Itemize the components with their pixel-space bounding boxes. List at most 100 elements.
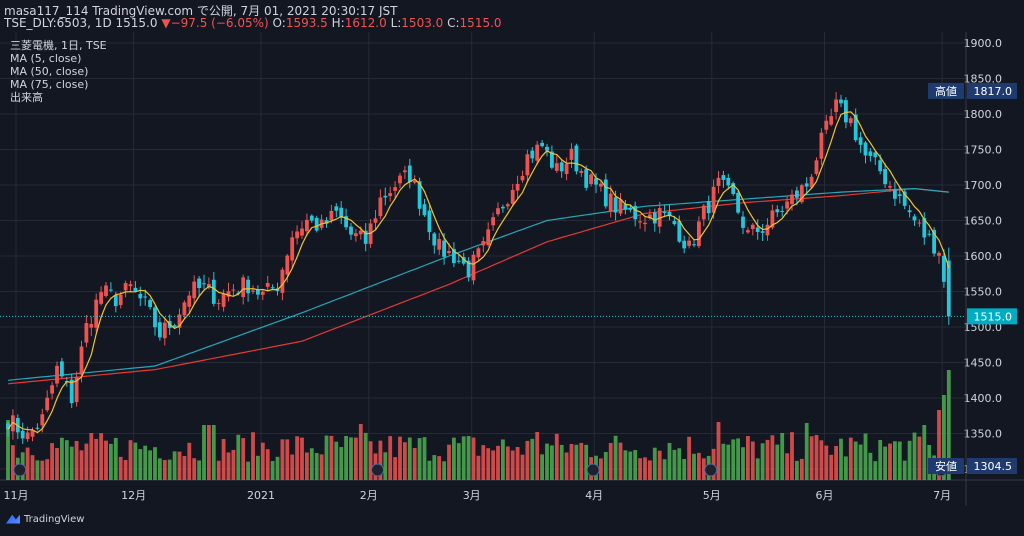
volume-bar	[461, 436, 466, 480]
volume-bar	[25, 447, 30, 480]
candle-body	[74, 376, 79, 403]
legend-ma75[interactable]: MA (75, close)	[10, 78, 89, 91]
volume-bar	[407, 437, 412, 480]
close-label: C:	[447, 16, 460, 30]
volume-bar	[883, 446, 887, 480]
candle-body	[878, 160, 883, 172]
candle-body	[520, 175, 525, 181]
candle-body	[824, 120, 829, 130]
candle-body	[407, 165, 412, 183]
candle-body	[922, 218, 927, 238]
volume-bar	[618, 442, 623, 480]
candle-body	[20, 430, 25, 439]
candle-body	[888, 186, 892, 188]
candle-body	[638, 221, 642, 223]
volume-bar	[309, 448, 314, 480]
candle-body	[848, 118, 853, 124]
volume-bar	[6, 420, 10, 480]
volume-bar	[902, 460, 907, 480]
volume-bar	[260, 442, 265, 480]
volume-bar	[834, 445, 838, 480]
volume-bar	[285, 439, 290, 480]
legend-ma50[interactable]: MA (50, close)	[10, 65, 89, 78]
volume-bar	[432, 455, 437, 480]
volume-bar	[344, 435, 348, 480]
volume-bar	[211, 425, 216, 480]
candle-body	[559, 162, 564, 172]
candle-body	[123, 283, 128, 291]
volume-bar	[314, 453, 319, 480]
candle-body	[329, 210, 334, 221]
candle-body	[363, 230, 368, 244]
volume-bar	[599, 458, 603, 480]
candle-body	[456, 260, 461, 262]
candle-body	[755, 227, 760, 232]
volume-bar	[501, 439, 505, 480]
volume-bar	[466, 436, 471, 480]
candle-body	[334, 206, 339, 211]
candle-body	[216, 303, 221, 305]
volume-bar	[197, 460, 201, 480]
candle-body	[290, 237, 295, 261]
candle-body	[153, 307, 157, 328]
legend-ma5[interactable]: MA (5, close)	[10, 52, 82, 65]
volume-bar	[868, 452, 873, 480]
volume-bar	[496, 445, 500, 480]
candle-body	[285, 255, 290, 275]
y-tick-label: 1400.0	[964, 392, 1003, 405]
legend-volume[interactable]: 出来高	[10, 91, 43, 104]
volume-bar	[319, 454, 324, 480]
volume-bar	[383, 452, 388, 480]
volume-bar	[153, 447, 157, 480]
candle-body	[868, 151, 873, 156]
candle-body	[349, 226, 353, 235]
volume-bar	[672, 449, 677, 480]
volume-bar	[138, 449, 143, 480]
candle-body	[148, 300, 152, 308]
legend-title[interactable]: 三菱電機, 1日, TSE	[10, 39, 107, 52]
candle-body	[177, 314, 182, 328]
volume-bar	[236, 434, 241, 480]
candle-body	[853, 114, 858, 141]
volume-bar	[167, 459, 172, 480]
volume-bar	[334, 441, 339, 480]
tradingview-logo-icon	[6, 514, 20, 524]
volume-bar	[172, 451, 177, 480]
volume-bar	[726, 444, 731, 480]
volume-bar	[844, 456, 848, 480]
volume-bar	[657, 450, 662, 480]
y-tick-label: 1900.0	[964, 37, 1003, 50]
volume-bar	[442, 461, 446, 480]
volume-bar	[437, 456, 442, 480]
volume-bar	[633, 450, 638, 480]
candle-body	[804, 183, 809, 187]
candle-body	[202, 283, 206, 285]
price-chart[interactable]: 1900.0 1850.0 1800.0 1750.0 1700.0 1650.0 1600…	[0, 32, 1024, 506]
candle-body	[231, 289, 236, 291]
candle-body	[839, 99, 843, 104]
volume-bar	[388, 436, 393, 480]
candle-body	[378, 197, 383, 217]
volume-bar	[378, 440, 383, 480]
candle-body	[270, 287, 275, 289]
candle-body	[564, 163, 569, 175]
volume-bar	[35, 460, 40, 480]
candle-body	[305, 219, 309, 232]
volume-bar	[613, 435, 618, 480]
volume-bar	[452, 437, 456, 480]
volume-bar	[564, 452, 569, 480]
open-label: O:	[272, 16, 286, 30]
candle-body	[613, 197, 618, 213]
volume-bar	[216, 460, 221, 480]
volume-bar	[746, 435, 750, 480]
publish-info: masa117_114 TradingView.com で公開, 7月 01, …	[4, 4, 398, 18]
candle-body	[35, 427, 40, 429]
tradingview-logo[interactable]: TradingView	[6, 514, 84, 525]
candle-body	[510, 190, 515, 204]
candle-body	[672, 221, 677, 225]
volume-bar	[584, 444, 589, 480]
volume-bar	[559, 444, 564, 480]
high-price-tag-label: 高値	[935, 84, 957, 98]
volume-bar	[486, 448, 491, 480]
volume-bar	[177, 451, 182, 480]
